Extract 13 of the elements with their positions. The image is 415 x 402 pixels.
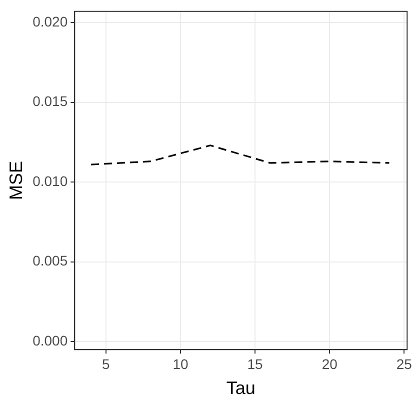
y-tick-label: 0.010 [32, 172, 68, 189]
x-tick-label: 5 [102, 356, 110, 372]
y-tick-label: 0.020 [32, 13, 68, 30]
y-tick-label: 0.005 [32, 252, 68, 269]
x-tick-label: 10 [172, 356, 188, 372]
x-tick-label: 15 [247, 356, 264, 372]
x-tick-label: 25 [396, 356, 412, 372]
x-tick-label: 20 [322, 356, 338, 372]
y-tick-label: 0.015 [32, 93, 68, 110]
x-axis-title: Tau [226, 378, 256, 398]
line-series [90, 144, 390, 166]
y-tick-label: 0.000 [32, 332, 68, 348]
y-axis-title: MSE [6, 160, 26, 200]
